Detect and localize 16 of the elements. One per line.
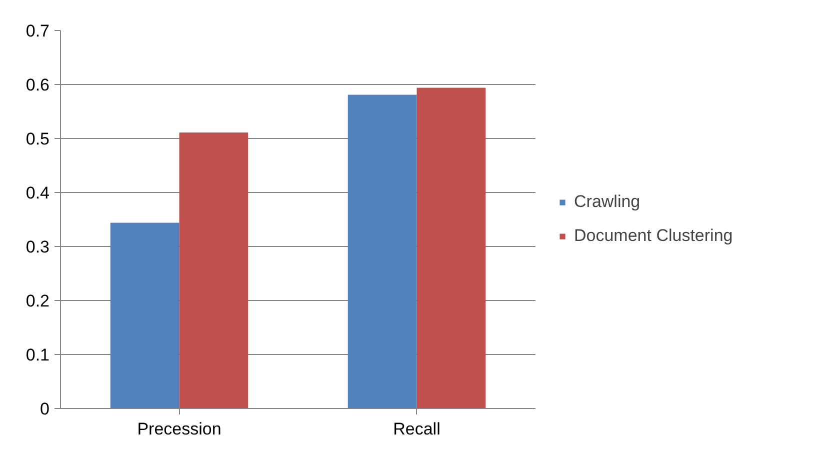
y-tick-label: 0: [40, 400, 50, 418]
bar: [416, 88, 486, 408]
legend-label: Crawling: [574, 192, 640, 212]
x-tick-label: Precession: [137, 420, 222, 438]
x-tick-label: Recall: [393, 420, 440, 438]
y-tick-label: 0.2: [26, 292, 50, 310]
bar: [110, 222, 180, 408]
legend-label: Document Clustering: [574, 226, 733, 246]
y-tick-label: 0.1: [26, 346, 50, 364]
bar: [179, 132, 248, 408]
y-tick-label: 0.5: [26, 130, 50, 148]
y-tick-label: 0.3: [26, 238, 50, 256]
bar: [348, 94, 417, 408]
y-tick-label: 0.6: [26, 76, 50, 94]
y-tick-label: 0.4: [26, 184, 50, 202]
y-tick-label: 0.7: [26, 22, 50, 40]
